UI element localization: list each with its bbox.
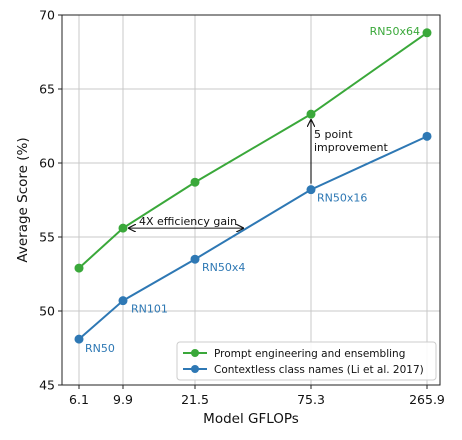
plot-frame [61, 14, 441, 386]
data-point [74, 263, 84, 273]
series-lines [78, 31, 428, 340]
series-points [74, 28, 432, 344]
axes: 6.1 9.9 21.5 75.3 265.9 45 50 55 60 65 70 Model GFL… [15, 8, 445, 428]
x-tick-label: 21.5 [181, 392, 209, 407]
efficiency-annotation: 4X efficiency gain [139, 215, 237, 228]
legend-label: Prompt engineering and ensembling [214, 348, 405, 360]
legend-swatch-marker [191, 349, 199, 357]
point-label: RN50x64 [370, 25, 420, 38]
data-point [306, 109, 316, 119]
data-point [74, 334, 84, 344]
point-label: RN50x4 [202, 261, 245, 274]
x-tick-label: 75.3 [297, 392, 325, 407]
y-axis-label: Average Score (%) [15, 137, 31, 262]
point-labels: RN50 RN101 RN50x4 RN50x16 RN50x64 [85, 25, 420, 355]
point-label: RN50 [85, 342, 115, 355]
y-tick-label: 70 [39, 8, 55, 23]
y-tick-label: 45 [39, 378, 55, 393]
data-point [190, 254, 200, 264]
point-label: RN101 [131, 303, 168, 316]
legend-box [176, 341, 437, 381]
data-point [118, 223, 128, 233]
legend-swatch-marker [191, 365, 199, 373]
data-point [306, 185, 316, 195]
data-point [422, 28, 432, 38]
legend: Prompt engineering and ensembling Context… [176, 341, 437, 381]
gridlines [62, 14, 440, 386]
x-tick-label: 9.9 [113, 392, 133, 407]
y-tick-label: 60 [39, 156, 55, 171]
x-tick-label: 6.1 [69, 392, 89, 407]
y-tick-label: 50 [39, 304, 55, 319]
improvement-annotation: improvement [314, 141, 388, 154]
legend-label: Contextless class names (Li et al. 2017) [214, 364, 424, 376]
data-point [190, 177, 200, 187]
improvement-annotation: 5 point [314, 128, 353, 141]
x-tick-label: 265.9 [409, 392, 445, 407]
x-axis-label: Model GFLOPs [203, 411, 299, 427]
y-tick-label: 55 [39, 230, 55, 245]
data-point [118, 296, 128, 306]
y-tick-label: 65 [39, 82, 55, 97]
point-label: RN50x16 [317, 192, 367, 205]
data-point [422, 131, 432, 141]
